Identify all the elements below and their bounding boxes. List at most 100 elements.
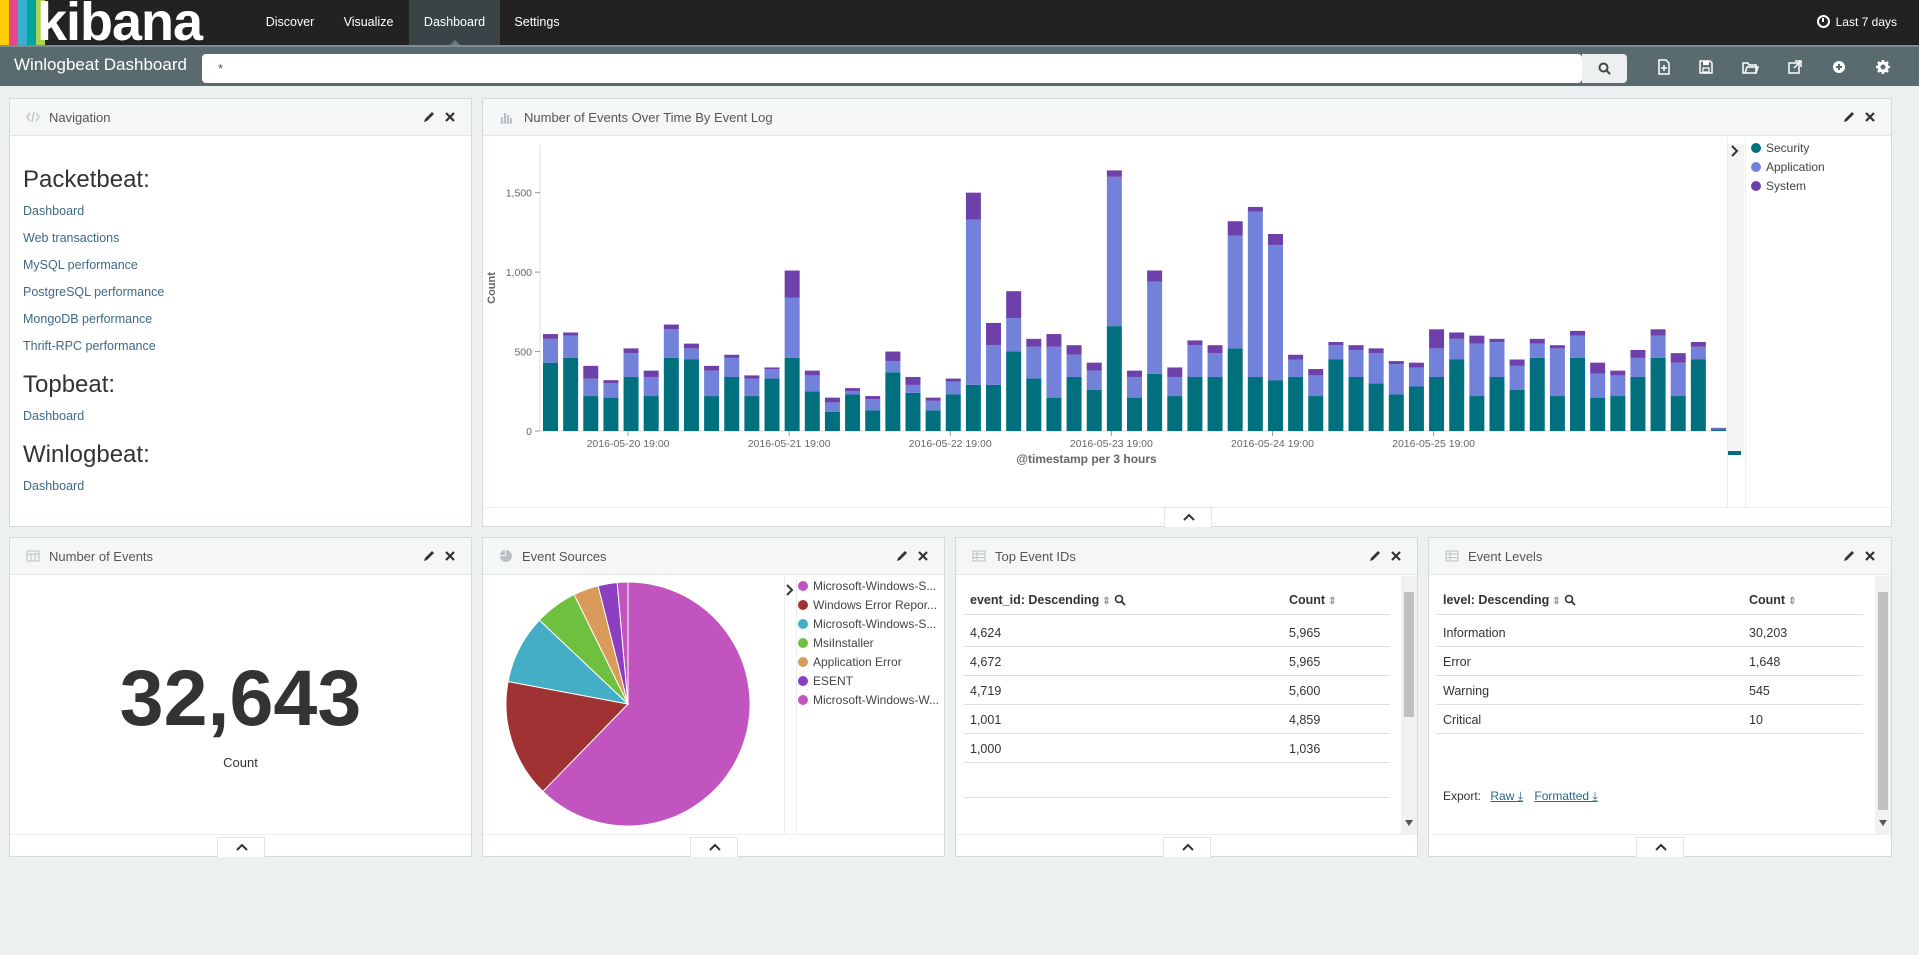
bar-security[interactable] [1650,357,1666,431]
bar-application[interactable] [1167,376,1183,397]
bar-system[interactable] [603,380,619,384]
edit-icon[interactable] [1368,549,1382,563]
bar-security[interactable] [1388,394,1404,431]
share-icon[interactable] [1786,58,1804,76]
bar-security[interactable] [925,410,941,431]
bar-system[interactable] [1247,206,1263,212]
bar-system[interactable] [1630,349,1646,358]
bar-application[interactable] [885,361,901,373]
bar-security[interactable] [1288,376,1304,431]
bar-system[interactable] [1711,427,1726,429]
bar-application[interactable] [1489,342,1505,377]
close-icon[interactable] [1389,549,1403,563]
bar-application[interactable] [1127,376,1142,398]
bar-system[interactable] [865,396,881,400]
column-header-event-id[interactable]: event_id: Descending ⇕ [970,593,1126,607]
bar-system[interactable] [1288,354,1304,360]
bar-application[interactable] [623,353,639,377]
bar-application[interactable] [925,400,941,411]
bar-system[interactable] [1207,345,1223,354]
pie-slice[interactable] [542,581,751,827]
bar-system[interactable] [1570,330,1586,336]
bar-application[interactable] [1288,359,1304,377]
legend-item[interactable]: MsiInstaller [798,636,874,650]
bar-security[interactable] [1348,376,1364,431]
events-bar-chart[interactable]: 0 500 1,000 1,500 Count 2016-05-20 19:00 2016-… [483,137,1743,507]
bar-application[interactable] [643,376,659,397]
bar-security[interactable] [623,376,639,431]
new-dashboard-icon[interactable] [1655,58,1673,76]
bar-application[interactable] [1570,335,1586,358]
bar-system[interactable] [784,270,800,298]
bar-application[interactable] [1449,338,1465,360]
event-sources-pie[interactable] [483,576,783,836]
bar-security[interactable] [643,396,659,431]
legend-item[interactable]: Application Error [798,655,902,669]
bar-security[interactable] [1187,376,1203,431]
bar-application[interactable] [865,399,881,411]
bar-system[interactable] [1127,370,1142,377]
legend-item[interactable]: ESENT [798,674,853,688]
bar-security[interactable] [1207,376,1223,431]
bar-system[interactable] [1670,353,1686,363]
bar-system[interactable] [1469,335,1485,344]
bar-security[interactable] [1127,397,1142,431]
bar-system[interactable] [583,365,599,379]
bar-security[interactable] [1509,389,1525,431]
bar-security[interactable] [1610,396,1626,431]
bar-security[interactable] [1227,348,1243,431]
bar-system[interactable] [905,376,921,385]
bar-security[interactable] [583,396,599,431]
bar-application[interactable] [1147,281,1163,374]
link-topbeat-dashboard[interactable]: Dashboard [23,409,85,423]
bar-application[interactable] [1650,335,1666,358]
bar-system[interactable] [925,397,941,401]
bar-system[interactable] [543,334,558,339]
bar-system[interactable] [1006,291,1022,319]
nav-settings[interactable]: Settings [514,15,560,29]
edit-icon[interactable] [1842,549,1856,563]
bar-security[interactable] [1267,380,1283,431]
bar-security[interactable] [986,384,1002,431]
bar-security[interactable] [945,394,961,431]
settings-icon[interactable] [1874,58,1892,76]
bar-system[interactable] [744,375,760,379]
legend-toggle-icon[interactable] [1730,145,1740,157]
bar-security[interactable] [1026,378,1042,431]
bar-application[interactable] [1066,354,1082,377]
link-web-transactions[interactable]: Web transactions [23,231,120,245]
bar-security[interactable] [683,359,699,432]
bar-security[interactable] [764,378,780,431]
bar-application[interactable] [1549,348,1565,397]
bar-security[interactable] [1449,359,1465,432]
bar-security[interactable] [1690,359,1706,432]
bar-application[interactable] [1227,235,1243,349]
bar-system[interactable] [704,365,720,371]
bar-application[interactable] [704,370,720,397]
legend-item[interactable]: Application [1751,160,1825,174]
search-button[interactable] [1582,54,1627,83]
bar-system[interactable] [965,192,981,220]
collapse-toggle[interactable] [1636,837,1684,857]
bar-security[interactable] [603,397,619,431]
bar-system[interactable] [1086,362,1102,371]
bar-system[interactable] [845,388,861,392]
bar-application[interactable] [824,402,840,412]
bar-application[interactable] [945,381,961,395]
pie-slice[interactable] [616,581,629,705]
bar-security[interactable] [1489,376,1505,431]
bar-system[interactable] [1650,329,1666,336]
bar-application[interactable] [1328,345,1344,360]
bar-system[interactable] [643,370,659,377]
open-icon[interactable] [1741,58,1759,76]
save-icon[interactable] [1697,58,1715,76]
bar-security[interactable] [845,394,861,431]
bar-security[interactable] [543,362,558,431]
export-formatted-link[interactable]: Formatted ⤓ [1534,789,1598,803]
bar-application[interactable] [1348,349,1364,377]
bar-system[interactable] [1610,370,1626,376]
bar-system[interactable] [1529,338,1545,344]
bar-system[interactable] [1489,338,1505,343]
legend-item[interactable]: Windows Error Repor... [798,598,937,612]
link-postgresql-performance[interactable]: PostgreSQL performance [23,285,165,299]
